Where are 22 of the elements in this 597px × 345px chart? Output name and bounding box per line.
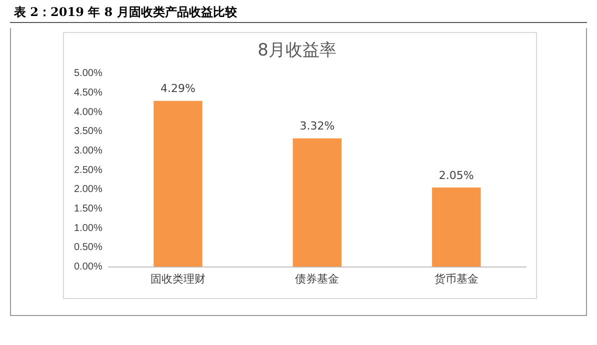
y-tick-label: 0.50% bbox=[74, 242, 102, 254]
bar bbox=[292, 138, 342, 267]
x-tick-label: 债券基金 bbox=[295, 272, 340, 286]
bar bbox=[154, 100, 202, 267]
y-tick-label: 0.00% bbox=[74, 262, 102, 273]
y-tick-label: 4.50% bbox=[74, 87, 102, 98]
y-tick-label: 4.00% bbox=[74, 106, 102, 118]
x-tick-label: 货币基金 bbox=[434, 272, 478, 286]
data-label: 2.05% bbox=[438, 168, 474, 182]
data-label: 4.29% bbox=[160, 82, 196, 96]
y-tick-label: 3.50% bbox=[74, 126, 102, 138]
y-tick-label: 1.00% bbox=[74, 222, 102, 234]
y-tick-label: 3.00% bbox=[74, 146, 102, 157]
y-tick-label: 2.50% bbox=[74, 164, 102, 176]
bar bbox=[432, 188, 481, 267]
data-label: 3.32% bbox=[300, 120, 335, 133]
text: 表 2：2019 年 8 月固收类产品收益比较 bbox=[14, 4, 237, 21]
x-tick-label: 固收类理财 bbox=[150, 272, 206, 286]
y-tick-label: 1.50% bbox=[74, 204, 102, 215]
y-tick-label: 2.00% bbox=[74, 184, 102, 196]
chart-title: 8月收益率 bbox=[258, 40, 336, 61]
y-tick-label: 5.00% bbox=[74, 68, 102, 80]
